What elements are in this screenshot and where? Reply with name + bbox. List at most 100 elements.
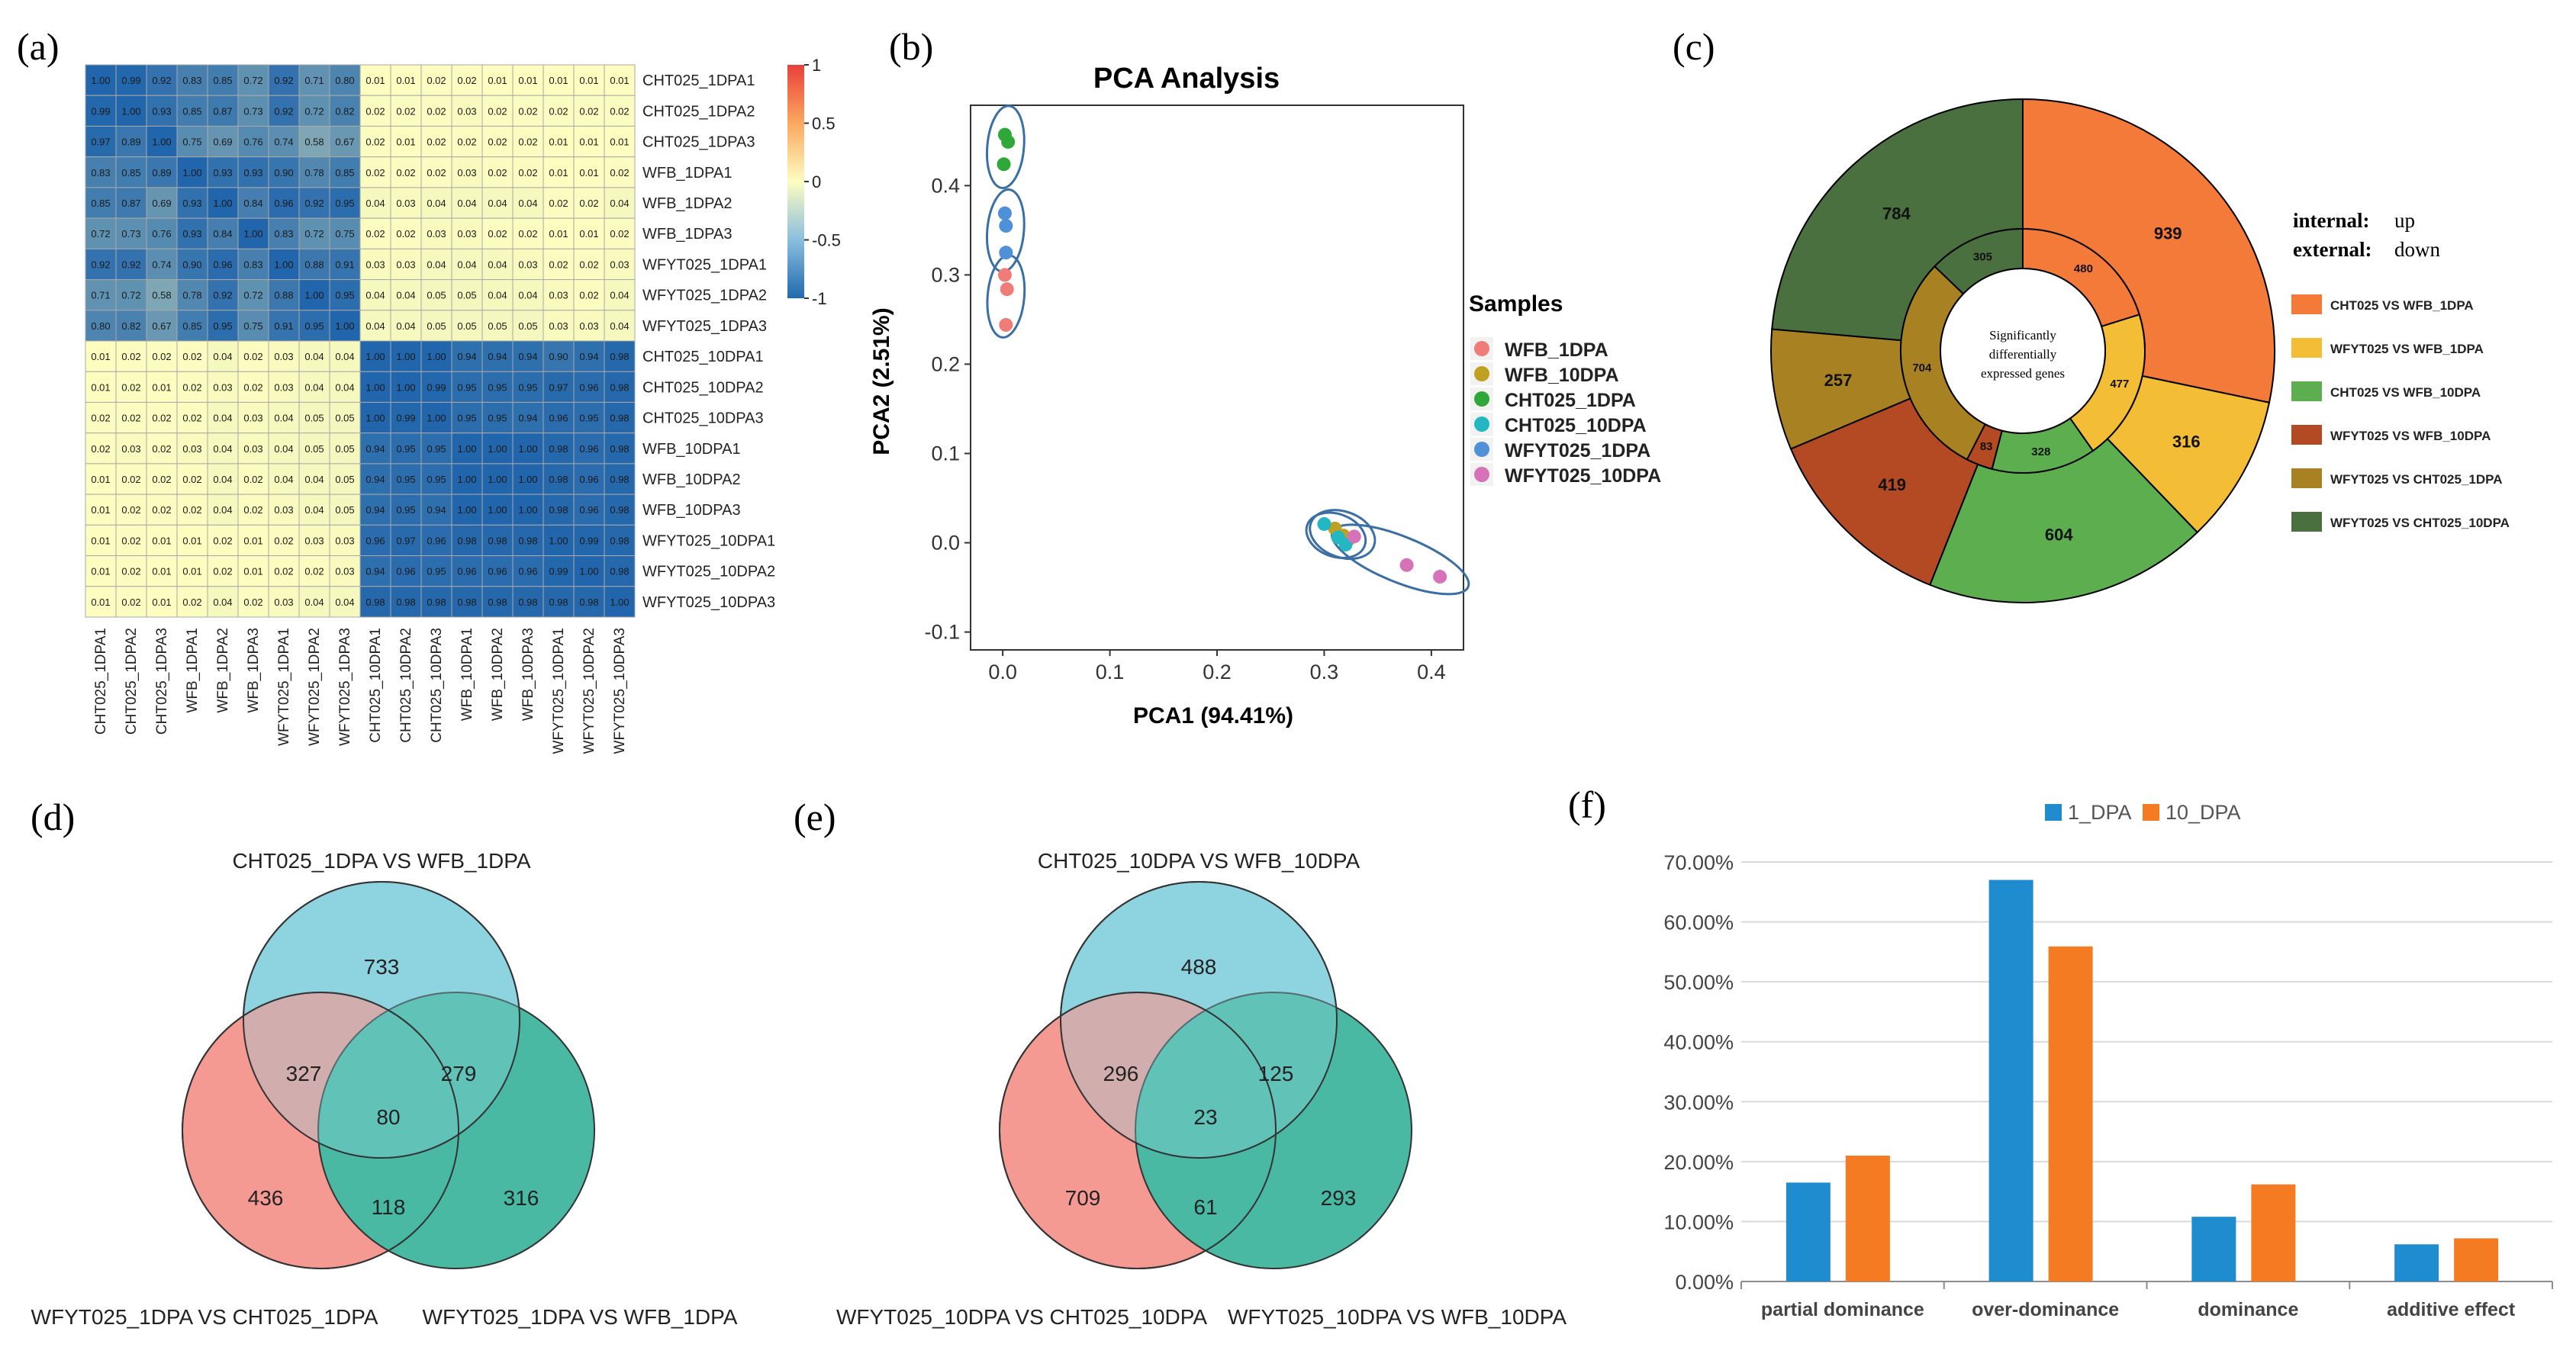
heatmap-cell [604,340,636,372]
heatmap-cell-value: 0.94 [365,566,385,577]
donut-note-external-key: external: [2293,238,2372,261]
heatmap-col-label: WFB_10DPA2 [490,628,506,721]
bar-category-label: partial dominance [1761,1299,1924,1320]
heatmap-cell-value: 0.02 [152,351,171,362]
heatmap-cell-value: 0.01 [579,137,598,148]
heatmap-cell-value: 0.03 [304,535,324,546]
venn-set-label-left: WFYT025_1DPA VS CHT025_1DPA [31,1305,378,1329]
heatmap-cell [543,187,575,219]
pca-point [997,206,1012,220]
heatmap-cell [359,217,391,249]
heatmap-cell-value: 0.05 [518,320,537,332]
heatmap-cell-value: 0.88 [304,259,324,270]
bar-10_DPA [2048,946,2093,1281]
heatmap-cell [298,494,330,526]
heatmap-cell-value: 0.85 [182,105,201,117]
heatmap-cell [207,95,239,127]
heatmap-cell-value: 0.01 [396,137,415,148]
heatmap-cell [481,494,514,526]
heatmap-cell-value: 0.98 [488,535,507,546]
heatmap-cell-value: 0.02 [518,105,537,117]
heatmap-cell-value: 0.04 [304,474,324,485]
heatmap-cell-value: 0.95 [304,320,324,332]
heatmap-row-label: CHT025_10DPA3 [642,410,764,427]
heatmap-cell-value: 0.03 [518,259,537,270]
pca-legend-label: WFB_10DPA [1505,365,1619,386]
venn-set-label-top: CHT025_10DPA VS WFB_10DPA [1038,849,1360,873]
pca-legend-marker [1474,391,1489,407]
donut-outer-value: 939 [2154,224,2182,243]
heatmap-cell [543,64,575,96]
heatmap-cell-value: 0.99 [121,75,140,86]
heatmap-cell [268,494,300,526]
heatmap-cell-value: 0.04 [488,290,507,301]
donut-inner-value: 480 [2074,262,2093,275]
heatmap-cell [604,310,636,342]
heatmap-cell-value: 0.96 [213,259,232,270]
pca-point [999,317,1013,332]
heatmap-row-label: CHT025_1DPA3 [642,134,755,151]
heatmap-cell [115,279,147,311]
donut-legend-label: WFYT025 VS WFB_10DPA [2330,429,2491,443]
heatmap-cell [329,371,361,403]
donut-panel: 939 316 604 419 257 784 480 477 328 83 704 305 Sign… [1770,98,2510,603]
heatmap-cell [237,310,269,342]
heatmap-cell-value: 0.02 [488,228,507,240]
heatmap-cell-value: 0.98 [610,504,629,516]
heatmap-cell-value: 0.74 [274,137,293,148]
bar-y-tick-label: 50.00% [1663,971,1734,994]
heatmap-cell [237,340,269,372]
heatmap-cell-value: 1.00 [335,320,354,332]
heatmap-cell-value: 0.01 [549,228,568,240]
heatmap-cell-value: 0.02 [518,137,537,148]
heatmap-cell [298,555,330,587]
heatmap-cell-value: 0.72 [304,228,324,240]
pca-legend: WFB_1DPA WFB_10DPA CHT025_1DPA CHT025_10DPA… [1470,337,1661,487]
heatmap-cell [146,555,178,587]
heatmap-cell-value: 0.90 [274,167,293,178]
colorbar-tick-label: 0.5 [812,114,836,133]
heatmap-cell-value: 0.01 [610,137,629,148]
heatmap-cell [268,187,300,219]
heatmap-cell-value: 0.75 [182,137,201,148]
pca-y-axis-label: PCA2 (2.51%) [869,307,894,455]
heatmap-cell-value: 1.00 [213,198,232,209]
heatmap-cell [359,555,391,587]
heatmap-panel: 1.00 0.99 0.92 0.83 0.85 0.72 0.92 0.71 0.80 0.01… [85,56,841,754]
heatmap-cell-value: 0.02 [488,167,507,178]
heatmap-cell-value: 0.94 [427,504,446,516]
heatmap-cell-value: 0.98 [549,597,568,608]
heatmap-cell-value: 1.00 [243,228,262,240]
heatmap-cell-value: 0.03 [182,443,201,455]
heatmap-cell-value: 0.04 [365,320,385,332]
heatmap-cell-value: 0.95 [488,413,507,424]
heatmap-cell-value: 0.02 [396,167,415,178]
heatmap-cell-value: 0.91 [335,259,354,270]
heatmap-cell-value: 0.03 [243,443,262,455]
heatmap-cell [176,125,208,158]
heatmap-cell-value: 0.95 [427,474,446,485]
heatmap-cell-value: 1.00 [488,474,507,485]
venn-count-left: 709 [1065,1186,1101,1210]
colorbar-ticks: 1 0.5 0 -0.5 -1 [804,56,841,308]
heatmap-cell-value: 0.02 [274,535,293,546]
heatmap-cell-value: 1.00 [182,167,201,178]
heatmap-cell-value: 0.94 [518,351,537,362]
heatmap-cell-value: 0.98 [610,474,629,485]
donut-inner-value: 328 [2031,445,2050,458]
heatmap-cell-value: 0.01 [91,351,110,362]
heatmap-cell-value: 0.05 [335,443,354,455]
heatmap-cell [85,95,117,127]
pca-legend-marker [1474,366,1489,381]
heatmap-cell-value: 0.02 [213,535,232,546]
heatmap-cell-value: 0.83 [182,75,201,86]
heatmap-cell [604,433,636,465]
heatmap-cell [115,433,147,465]
heatmap-cell-value: 0.83 [91,167,110,178]
heatmap-cell-value: 0.02 [610,167,629,178]
heatmap-cell-value: 0.96 [427,535,446,546]
heatmap-cell [329,555,361,587]
heatmap-cell-value: 0.93 [182,198,201,209]
heatmap-cell-value: 0.02 [579,105,598,117]
